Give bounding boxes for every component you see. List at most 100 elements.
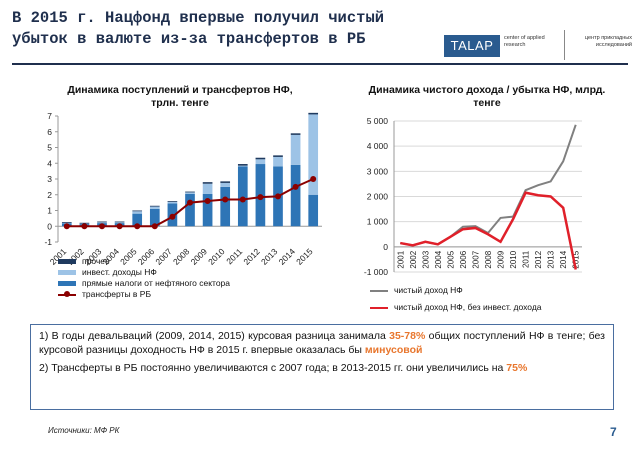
right-xtick-label: 2005 (446, 250, 455, 268)
legend-label-transfers: трансферты в РБ (82, 289, 152, 299)
left-transfers-point (81, 223, 88, 230)
left-ytick-label: 3 (47, 174, 52, 184)
finding-1-text-b: общих поступлений НФ в тенге; без курсов… (39, 330, 605, 356)
finding-1-text-a: 1) В годы девальваций (2009, 2014, 2015)… (39, 330, 390, 342)
right-xtick-label: 2011 (522, 250, 531, 268)
left-bar-segment (185, 191, 195, 193)
left-bar-segment (255, 157, 266, 160)
right-xtick-label: 2001 (396, 250, 405, 268)
left-ytick-label: 4 (47, 158, 52, 168)
right-xtick-label: 2008 (484, 250, 493, 268)
legend-item-net-income-ex: чистый доход НФ, без инвест. дохода (370, 302, 542, 313)
left-transfers-point (292, 183, 299, 190)
right-xtick-label: 2009 (497, 250, 506, 268)
finding-2-text: 2) Трансферты в РБ постоянно увеличивают… (39, 362, 507, 374)
logo-separator (564, 30, 565, 60)
legend-item-other: прочее (58, 256, 230, 267)
right-xtick-label: 2007 (471, 250, 480, 268)
left-transfers-point (204, 198, 211, 205)
left-bar-segment (61, 222, 72, 224)
left-bar-segment (61, 221, 72, 223)
left-bar-segment (202, 193, 213, 227)
right-xtick-label: 2006 (459, 250, 468, 268)
slide-title: В 2015 г. Нацфонд впервые получил чистый… (12, 9, 385, 48)
finding-1: 1) В годы девальваций (2009, 2014, 2015)… (39, 329, 605, 357)
right-ytick-label: 1 000 (367, 217, 389, 227)
left-transfers-point (187, 199, 193, 206)
legend-swatch-net-income-ex (370, 306, 388, 309)
legend-swatch-taxes (58, 281, 76, 286)
left-transfers-point (310, 176, 317, 182)
legend-label-other: прочее (82, 256, 110, 266)
left-bar-segment (273, 156, 283, 167)
left-ytick-label: 5 (47, 143, 52, 153)
left-bar-segment (202, 182, 213, 184)
left-bar-segment (149, 208, 160, 227)
right-ytick-label: 0 (383, 242, 388, 252)
finding-1-highlight-b: минусовой (364, 344, 423, 356)
left-bar-segment (149, 205, 160, 207)
left-bar-segment (97, 222, 107, 224)
left-ytick-label: -1 (44, 237, 52, 247)
left-bar-segment (132, 211, 143, 214)
right-xtick-label: 2012 (534, 250, 543, 268)
right-ytick-label: 2 000 (367, 192, 389, 202)
finding-2: 2) Трансферты в РБ постоянно увеличивают… (39, 361, 605, 375)
right-net-income-ex-line (400, 191, 577, 270)
left-bar-segment (273, 155, 283, 157)
legend-swatch-invest (58, 270, 76, 275)
left-transfers-point (116, 223, 123, 230)
left-bar-segment (114, 221, 125, 223)
right-xtick-label: 2015 (572, 250, 581, 268)
legend-label-net-income-ex: чистый доход НФ, без инвест. дохода (394, 302, 542, 312)
left-transfers-point (222, 196, 229, 203)
left-bar-segment (185, 192, 195, 194)
right-ytick-label: 3 000 (367, 166, 389, 176)
left-chart-title: Динамика поступлений и трансфертов НФ, т… (67, 84, 293, 109)
left-bar-segment (308, 194, 319, 227)
right-xtick-label: 2004 (434, 250, 443, 268)
source-note: Источники: МФ РК (48, 426, 120, 435)
left-bar-segment (132, 210, 143, 212)
left-bar-segment (97, 221, 107, 223)
legend-item-invest: инвест. доходы НФ (58, 267, 230, 278)
right-net-income-line (400, 124, 577, 247)
right-ytick-label: -1 000 (364, 267, 388, 277)
left-bar-segment (255, 159, 266, 165)
left-bar-segment (237, 166, 248, 227)
left-bar-segment (79, 222, 90, 224)
left-bar-segment (167, 201, 178, 204)
legend-item-net-income: чистый доход НФ (370, 285, 542, 296)
left-bar-segment (290, 164, 301, 227)
legend-item-taxes: прямые налоги от нефтяного сектора (58, 278, 230, 289)
left-bar-segment (149, 206, 160, 209)
key-findings-box: 1) В годы девальваций (2009, 2014, 2015)… (30, 324, 614, 410)
left-bar-segment (290, 134, 301, 165)
finding-2-highlight: 75% (506, 362, 528, 374)
left-bar-segment (290, 133, 301, 135)
left-bar-segment (167, 201, 178, 202)
left-bar-segment (220, 181, 231, 183)
header-divider (12, 63, 628, 65)
right-xtick-label: 2002 (409, 250, 418, 268)
left-ytick-label: 7 (47, 111, 52, 121)
talap-logo: TALAP (444, 35, 500, 57)
left-transfers-point (275, 193, 281, 200)
legend-label-net-income: чистый доход НФ (394, 285, 463, 295)
right-xtick-label: 2003 (421, 250, 430, 268)
left-bar-segment (220, 186, 231, 227)
left-bar-segment (237, 164, 248, 166)
left-ytick-label: 1 (47, 206, 52, 216)
left-transfers-point (239, 196, 246, 203)
right-ytick-label: 5 000 (367, 116, 389, 126)
right-xtick-label: 2013 (547, 250, 556, 268)
legend-label-taxes: прямые налоги от нефтяного сектора (82, 278, 231, 288)
left-ytick-label: 6 (47, 127, 52, 137)
logo-subtitle-en: center of applied research (504, 35, 545, 48)
legend-label-invest: инвест. доходы НФ (82, 267, 157, 277)
left-ytick-label: 0 (47, 221, 52, 231)
page-number: 7 (610, 425, 617, 439)
legend-swatch-other (58, 259, 76, 264)
left-bar-segment (185, 193, 195, 227)
